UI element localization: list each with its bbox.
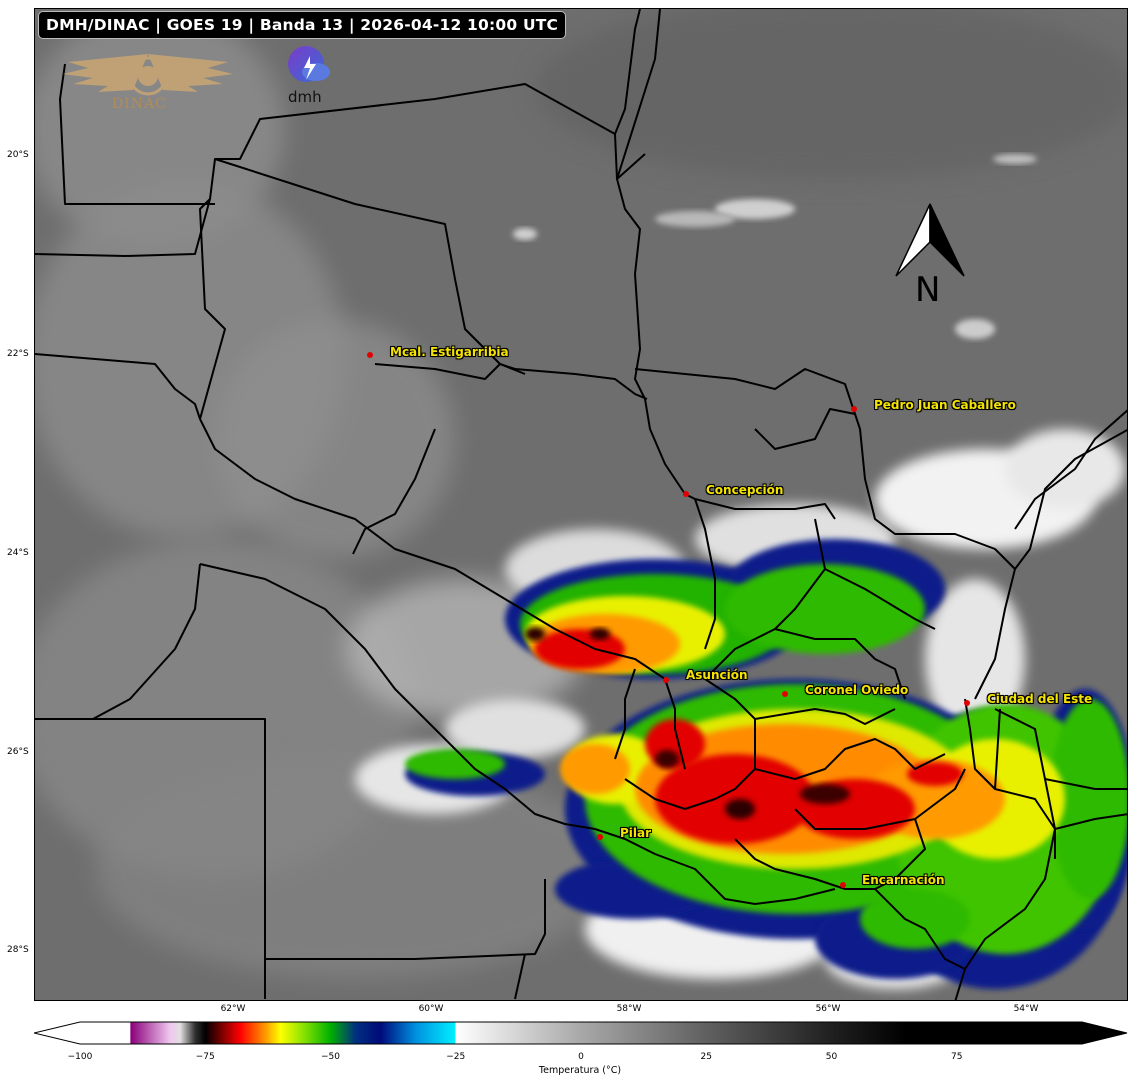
satellite-map[interactable] (34, 8, 1128, 1001)
city-label-ciudad-del-este: Ciudad del Este (987, 692, 1093, 706)
lon-tick-60w: 60°W (418, 1004, 444, 1014)
lon-tick-56w: 56°W (815, 1004, 841, 1014)
colorbar-label: Temperatura (°C) (538, 1065, 622, 1076)
lon-tick-62w: 62°W (220, 1004, 246, 1014)
colorbar-tick: −100 (67, 1052, 93, 1062)
colorbar-tick: −75 (195, 1052, 215, 1062)
lat-tick-22s: 22°S (7, 349, 29, 359)
dmh-logo-text: dmh (288, 88, 322, 106)
city-label-encarnacion: Encarnación (862, 873, 945, 887)
colorbar-tick: 25 (700, 1052, 712, 1062)
city-label-pedro-juan-caballero: Pedro Juan Caballero (874, 398, 1016, 412)
lat-tick-24s: 24°S (7, 548, 29, 558)
political-borders (35, 9, 1127, 1000)
colorbar-tick: 75 (951, 1052, 963, 1062)
convective-storm-system (405, 539, 1127, 989)
dinac-wings-logo (63, 54, 233, 96)
city-dot-mcal-estigarribia (367, 352, 373, 358)
lon-tick-58w: 58°W (616, 1004, 642, 1014)
colorbar-tick: −50 (321, 1052, 340, 1062)
colorbar-tick: 0 (578, 1052, 584, 1062)
city-dot-encarnacion (840, 882, 846, 888)
lat-tick-26s: 26°S (7, 747, 29, 757)
temperature-colorbar (34, 1021, 1128, 1045)
city-label-mcal-estigarribia: Mcal. Estigarribia (390, 345, 509, 359)
city-dot-pilar (597, 834, 603, 840)
dmh-logo-icon (288, 46, 330, 82)
city-dot-ciudad-del-este (964, 700, 970, 706)
colorbar-tick: 50 (825, 1052, 838, 1062)
north-label: N (915, 270, 941, 310)
colorbar-tick: −25 (446, 1052, 466, 1062)
dinac-logo-text: DINAC (112, 96, 167, 112)
city-label-asuncion: Asunción (686, 668, 748, 682)
north-arrow-icon (895, 203, 965, 277)
city-dot-pedro-juan-caballero (851, 406, 857, 412)
city-dot-coronel-oviedo (782, 691, 788, 697)
city-dot-asuncion (663, 677, 669, 683)
lat-tick-20s: 20°S (7, 150, 29, 160)
city-label-concepcion: Concepción (706, 483, 784, 497)
city-dot-concepcion (683, 491, 689, 497)
map-svg (35, 9, 1127, 1000)
lat-tick-28s: 28°S (7, 945, 29, 955)
map-title: DMH/DINAC | GOES 19 | Banda 13 | 2026-04… (38, 11, 567, 39)
lon-tick-54w: 54°W (1013, 1004, 1039, 1014)
city-label-coronel-oviedo: Coronel Oviedo (805, 683, 909, 697)
city-label-pilar: Pilar (620, 826, 652, 840)
